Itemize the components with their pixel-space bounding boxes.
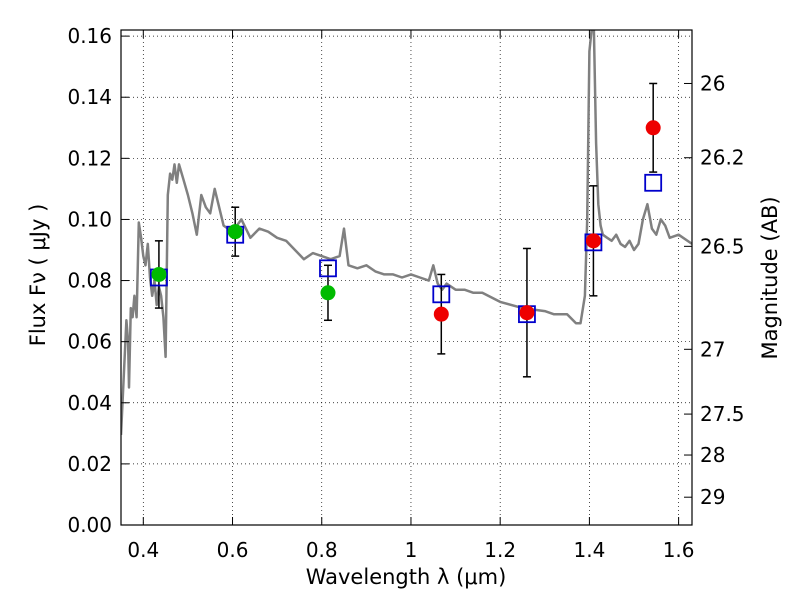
x-axis-ticks: 0.4 0.6 0.8 1 1.2 1.4 1.6 (127, 30, 695, 562)
y-axis-label: Flux Fν ( μJy ) (26, 204, 50, 347)
grid (121, 30, 692, 526)
observed-green-point (320, 285, 336, 301)
x-tick-label: 1 (405, 538, 418, 562)
y-tick-label: 0.00 (67, 513, 112, 537)
right-tick-label: 29 (700, 485, 725, 509)
x-axis-label: Wavelength λ (μm) (306, 565, 507, 589)
y-tick-label: 0.10 (67, 207, 112, 231)
observed-red-point (645, 120, 661, 136)
right-tick-label: 28 (700, 443, 725, 467)
y-tick-label: 0.04 (67, 391, 112, 415)
right-tick-label: 27.5 (700, 402, 745, 426)
observed-red-point (433, 306, 449, 322)
model-square-marker (644, 173, 663, 192)
y-tick-label: 0.02 (67, 452, 112, 476)
y-tick-label: 0.08 (67, 269, 112, 293)
observed-red-point (585, 233, 601, 249)
x-tick-label: 1.6 (663, 538, 695, 562)
plot-frame (120, 29, 693, 526)
x-tick-label: 1.4 (573, 538, 605, 562)
observed-red-point (519, 305, 535, 321)
y-tick-label: 0.14 (67, 85, 112, 109)
right-axis-ticks: 26 26.2 26.5 27 27.5 28 29 (684, 71, 745, 509)
y-axis-ticks: 0.00 0.02 0.04 0.06 0.08 0.10 0.12 0.14 0.16 (67, 24, 129, 537)
right-tick-label: 27 (700, 337, 725, 361)
x-tick-label: 0.4 (127, 538, 159, 562)
model-square-marker (432, 285, 451, 304)
observed-green-point (151, 266, 167, 282)
y-tick-label: 0.06 (67, 330, 112, 354)
observed-photometry-markers (151, 120, 661, 322)
x-tick-label: 0.8 (306, 538, 338, 562)
right-tick-label: 26.5 (700, 234, 745, 258)
right-axis-label: Magnitude (AB) (758, 196, 782, 359)
x-tick-label: 0.6 (217, 538, 249, 562)
y-tick-label: 0.16 (67, 24, 112, 48)
y-tick-label: 0.12 (67, 146, 112, 170)
model-square-marker (319, 259, 337, 278)
right-tick-label: 26 (700, 71, 725, 95)
spectrum-line (121, 30, 692, 435)
x-tick-label: 1.2 (484, 538, 516, 562)
template-spectrum (121, 30, 692, 435)
observed-green-point (227, 224, 243, 240)
right-tick-label: 26.2 (700, 146, 745, 170)
